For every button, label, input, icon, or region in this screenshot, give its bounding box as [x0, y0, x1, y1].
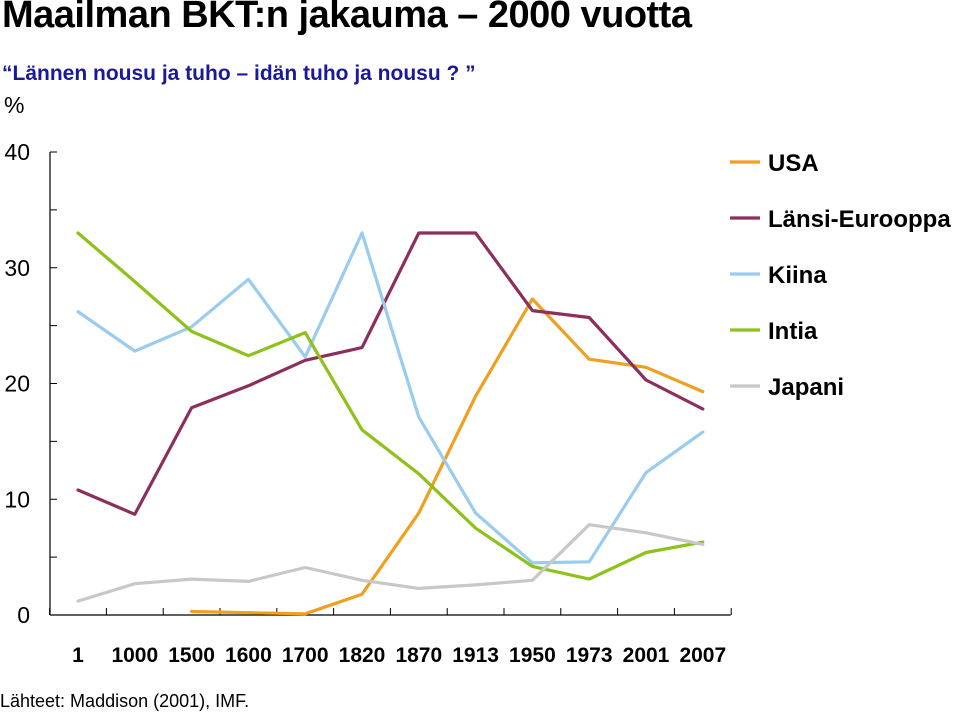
series-line-l-nsi-eurooppa	[76, 231, 705, 516]
chart-subtitle: “Lännen nousu ja tuho – idän tuho ja nou…	[2, 62, 476, 85]
x-tick-label: 1000	[111, 644, 158, 667]
x-tick-label: 1500	[168, 644, 215, 667]
chart-legend: USA Länsi-Eurooppa Kiina Intia Japani	[730, 150, 951, 401]
series-line-kiina	[76, 231, 705, 565]
y-tick-label: 30	[4, 255, 30, 281]
y-axis-unit-label: %	[4, 92, 25, 118]
x-tick-label: 1820	[339, 644, 386, 667]
chart-title: Maailman BKT:n jakauma – 2000 vuotta	[2, 0, 692, 36]
legend-label: Länsi-Eurooppa	[768, 206, 951, 233]
source-note: Lähteet: Maddison (2001), IMF.	[0, 691, 250, 711]
x-tick-label: 1973	[566, 644, 613, 667]
series-layer	[76, 231, 705, 616]
y-tick-label: 40	[4, 139, 30, 165]
y-tick-label: 10	[4, 486, 30, 512]
legend-label: USA	[768, 150, 819, 177]
legend-label: Japani	[768, 374, 844, 401]
x-tick-label: 1	[72, 644, 84, 667]
series-line-usa	[190, 297, 705, 616]
x-tick-label: 2001	[623, 644, 670, 667]
chart-axes: 0 10 20 30 40 1 1000 1500 1600 1700 1820 1870 1913 19…	[4, 139, 732, 667]
legend-label: Intia	[768, 318, 818, 345]
x-tick-label: 1600	[225, 644, 272, 667]
x-tick-label: 1870	[395, 644, 442, 667]
series-line-intia	[76, 231, 705, 581]
y-tick-label: 0	[17, 602, 30, 628]
legend-label: Kiina	[768, 262, 827, 289]
series-line-japani	[76, 523, 705, 603]
x-tick-label: 1913	[452, 644, 499, 667]
x-tick-label: 1700	[282, 644, 329, 667]
x-tick-label: 1950	[509, 644, 556, 667]
x-tick-label: 2007	[679, 644, 726, 667]
y-tick-label: 20	[4, 371, 30, 397]
